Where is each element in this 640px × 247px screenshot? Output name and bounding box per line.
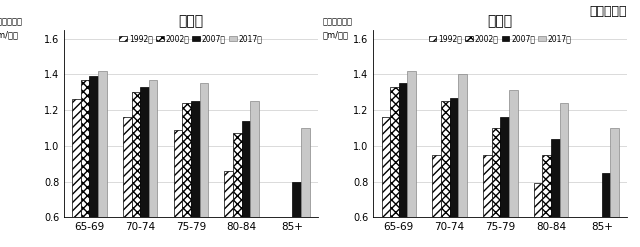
Bar	[225, 171, 233, 217]
Bar	[182, 103, 191, 217]
Bar	[98, 71, 107, 217]
Bar	[242, 121, 250, 217]
Text: 通常歩行速度: 通常歩行速度	[323, 17, 353, 26]
Bar	[611, 128, 619, 217]
Bar	[381, 117, 390, 217]
Bar	[131, 92, 140, 217]
Bar	[399, 83, 408, 217]
Text: （m/秒）: （m/秒）	[323, 30, 349, 39]
Text: （m/秒）: （m/秒）	[0, 30, 19, 39]
Bar	[408, 71, 416, 217]
Bar	[233, 133, 242, 217]
Bar	[483, 155, 492, 217]
Bar	[200, 83, 208, 217]
Bar	[551, 139, 560, 217]
Bar	[432, 155, 441, 217]
Bar	[449, 98, 458, 217]
Bar	[560, 103, 568, 217]
Bar	[123, 117, 131, 217]
Bar	[458, 74, 467, 217]
Bar	[140, 87, 148, 217]
Bar	[81, 80, 90, 217]
Title: 女　性: 女 性	[488, 15, 513, 28]
Bar	[492, 128, 500, 217]
Bar	[534, 183, 543, 217]
Bar	[602, 173, 611, 217]
Bar	[543, 155, 551, 217]
Title: 男　性: 男 性	[179, 15, 204, 28]
Bar	[191, 101, 200, 217]
Legend: 1992年, 2002年, 2007年, 2017年: 1992年, 2002年, 2007年, 2017年	[118, 33, 263, 44]
Text: 🚶🚶🚶🚶🚶: 🚶🚶🚶🚶🚶	[589, 5, 627, 18]
Bar	[292, 182, 301, 217]
Bar	[441, 101, 449, 217]
Bar	[72, 99, 81, 217]
Bar	[250, 101, 259, 217]
Bar	[390, 87, 399, 217]
Bar	[500, 117, 509, 217]
Legend: 1992年, 2002年, 2007年, 2017年: 1992年, 2002年, 2007年, 2017年	[428, 33, 573, 44]
Text: 通常歩行速度: 通常歩行速度	[0, 17, 23, 26]
Bar	[148, 80, 157, 217]
Bar	[90, 76, 98, 217]
Bar	[509, 90, 518, 217]
Bar	[173, 130, 182, 217]
Bar	[301, 128, 310, 217]
